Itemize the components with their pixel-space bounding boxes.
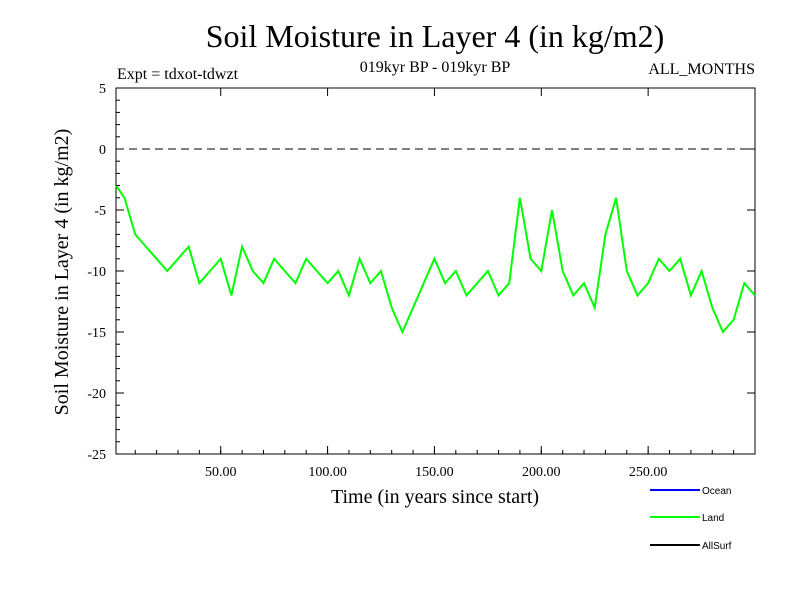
legend-label-land: Land — [702, 513, 724, 524]
y-tick-label: -20 — [87, 387, 106, 402]
plot-frame — [115, 87, 756, 455]
y-axis-label: Soil Moisture in Layer 4 (in kg/m2) — [51, 129, 73, 416]
y-axis: 5 0 -5 -10 -15 -20 -25 — [87, 82, 755, 463]
legend-label-ocean: Ocean — [702, 486, 731, 497]
series-layer — [115, 185, 756, 335]
y-tick-label: 5 — [99, 82, 106, 97]
experiment-label: Expt = tdxot-tdwzt — [117, 66, 239, 83]
series-line-land — [115, 185, 756, 335]
x-axis: 50.00 100.00 150.00 200.00 250.00 — [134, 88, 735, 480]
x-axis-label: Time (in years since start) — [331, 486, 539, 508]
x-tick-label: 100.00 — [308, 465, 347, 480]
y-tick-label: 0 — [99, 143, 106, 158]
legend: Ocean Land AllSurf — [650, 486, 732, 552]
y-tick-label: -15 — [87, 326, 106, 341]
chart-title: Soil Moisture in Layer 4 (in kg/m2) — [206, 18, 665, 54]
x-tick-label: 200.00 — [522, 465, 561, 480]
x-tick-label: 50.00 — [205, 465, 237, 480]
x-tick-label: 150.00 — [415, 465, 454, 480]
y-tick-label: -10 — [87, 265, 106, 280]
months-label: ALL_MONTHS — [648, 61, 755, 78]
legend-label-allsurf: AllSurf — [702, 541, 732, 552]
period-label: 019kyr BP - 019kyr BP — [360, 59, 511, 76]
y-tick-label: -5 — [94, 204, 106, 219]
x-tick-label: 250.00 — [629, 465, 668, 480]
y-tick-label: -25 — [87, 448, 106, 463]
